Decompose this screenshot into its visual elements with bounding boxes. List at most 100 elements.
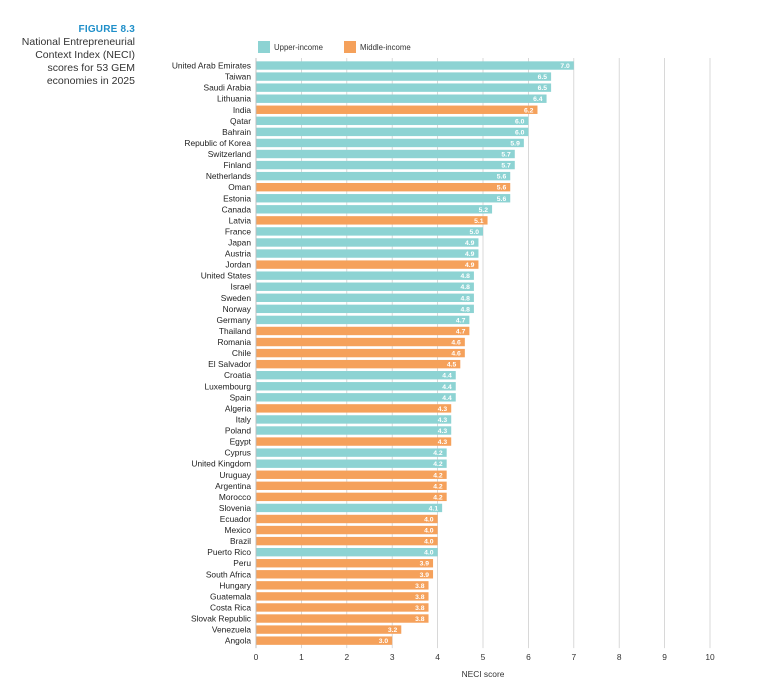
legend-label-upper-income: Upper-income xyxy=(274,43,323,52)
x-tick-7: 7 xyxy=(571,652,576,662)
data-label-mexico: 4.0 xyxy=(424,528,434,535)
x-tick-10: 10 xyxy=(705,652,715,662)
bar-mexico xyxy=(256,525,438,535)
bar-poland xyxy=(256,426,452,435)
category-label-india: India xyxy=(233,105,252,115)
bar-hungary xyxy=(256,581,429,590)
data-label-cyprus: 4.2 xyxy=(433,450,443,457)
data-label-egypt: 4.3 xyxy=(438,439,448,446)
data-label-venezuela: 3.2 xyxy=(388,627,398,634)
category-label-saudi-arabia: Saudi Arabia xyxy=(204,83,252,93)
category-label-slovak-republic: Slovak Republic xyxy=(191,614,251,624)
bar-thailand xyxy=(256,326,470,336)
bar-costa-rica xyxy=(256,603,429,612)
x-axis-title: NECI score xyxy=(462,669,505,679)
category-label-lithuania: Lithuania xyxy=(217,94,251,104)
data-label-estonia: 5.6 xyxy=(497,196,507,203)
data-label-republic-of-korea: 5.9 xyxy=(510,140,520,147)
data-label-lithuania: 6.4 xyxy=(533,96,543,103)
data-label-uruguay: 4.2 xyxy=(433,472,443,479)
category-label-bahrain: Bahrain xyxy=(222,127,251,137)
x-tick-3: 3 xyxy=(390,652,395,662)
data-label-brazil: 4.0 xyxy=(424,539,434,546)
data-label-bahrain: 6.0 xyxy=(515,129,525,136)
bar-oman xyxy=(256,182,511,192)
category-label-estonia: Estonia xyxy=(223,193,251,203)
bar-israel xyxy=(256,282,474,291)
bar-united-states xyxy=(256,271,474,280)
x-tick-5: 5 xyxy=(481,652,486,662)
category-label-republic-of-korea: Republic of Korea xyxy=(184,138,251,148)
category-label-uruguay: Uruguay xyxy=(219,470,251,480)
category-label-mexico: Mexico xyxy=(224,525,251,535)
data-label-oman: 5.6 xyxy=(497,185,507,192)
bar-south-africa xyxy=(256,570,434,579)
figure-caption-text: National Entrepreneurial Context Index (… xyxy=(21,36,135,87)
category-label-morocco: Morocco xyxy=(219,492,251,502)
data-label-italy: 4.3 xyxy=(438,417,448,424)
category-label-oman: Oman xyxy=(228,182,251,192)
bar-norway xyxy=(256,304,474,314)
axis-layer: 0 1 2 3 4 5 6 7 8 9 10 xyxy=(254,58,715,662)
category-label-taiwan: Taiwan xyxy=(225,72,251,82)
bar-morocco xyxy=(256,492,447,502)
data-label-jordan: 4.9 xyxy=(465,262,475,269)
data-label-latvia: 5.1 xyxy=(474,218,484,225)
x-tick-0: 0 xyxy=(254,652,259,662)
category-label-spain: Spain xyxy=(230,392,252,402)
bar-slovak-republic xyxy=(256,614,429,623)
data-label-finland: 5.7 xyxy=(501,163,511,170)
data-label-india: 6.2 xyxy=(524,107,534,114)
category-label-united-kingdom: United Kingdom xyxy=(191,459,251,469)
bar-taiwan xyxy=(256,72,552,81)
category-label-algeria: Algeria xyxy=(225,403,251,413)
data-label-costa-rica: 3.8 xyxy=(415,605,425,612)
category-label-finland: Finland xyxy=(224,160,252,170)
figure-label: FIGURE 8.3 xyxy=(78,24,135,35)
category-label-jordan: Jordan xyxy=(225,260,251,270)
category-label-netherlands: Netherlands xyxy=(206,171,251,181)
category-label-slovenia: Slovenia xyxy=(219,503,251,513)
bar-sweden xyxy=(256,293,474,302)
data-label-united-states: 4.8 xyxy=(460,273,470,280)
category-label-poland: Poland xyxy=(225,426,251,436)
bar-bahrain xyxy=(256,127,529,137)
bar-united-arab-emirates xyxy=(256,61,574,70)
category-label-switzerland: Switzerland xyxy=(208,149,252,159)
category-label-latvia: Latvia xyxy=(229,215,252,225)
category-label-brazil: Brazil xyxy=(230,536,251,546)
bar-egypt xyxy=(256,437,452,446)
x-tick-8: 8 xyxy=(617,652,622,662)
bar-united-kingdom xyxy=(256,459,447,468)
category-label-sweden: Sweden xyxy=(221,293,252,303)
category-label-venezuela: Venezuela xyxy=(212,625,251,635)
bar-netherlands xyxy=(256,171,511,181)
data-label-france: 5.0 xyxy=(470,229,480,236)
category-label-el-salvador: El Salvador xyxy=(208,359,251,369)
data-label-hungary: 3.8 xyxy=(415,583,425,590)
category-label-united-arab-emirates: United Arab Emirates xyxy=(172,61,251,71)
legend-label-middle-income: Middle-income xyxy=(360,43,411,52)
category-label-ecuador: Ecuador xyxy=(220,514,251,524)
data-label-saudi-arabia: 6.5 xyxy=(538,85,548,92)
category-label-luxembourg: Luxembourg xyxy=(204,381,251,391)
category-label-qatar: Qatar xyxy=(230,116,251,126)
bar-canada xyxy=(256,205,493,214)
bar-spain xyxy=(256,393,456,402)
bar-italy xyxy=(256,415,452,424)
data-label-israel: 4.8 xyxy=(460,284,470,291)
data-label-el-salvador: 4.5 xyxy=(447,362,457,369)
x-tick-2: 2 xyxy=(344,652,349,662)
x-tick-4: 4 xyxy=(435,652,440,662)
category-label-hungary: Hungary xyxy=(219,580,251,590)
bar-austria xyxy=(256,249,479,258)
bar-ecuador xyxy=(256,514,438,524)
bar-puerto-rico xyxy=(256,547,438,557)
bar-romania xyxy=(256,337,465,347)
bar-peru xyxy=(256,559,434,568)
category-label-peru: Peru xyxy=(233,558,251,568)
category-label-thailand: Thailand xyxy=(219,326,251,336)
data-label-romania: 4.6 xyxy=(451,340,461,347)
data-label-japan: 4.9 xyxy=(465,240,475,247)
